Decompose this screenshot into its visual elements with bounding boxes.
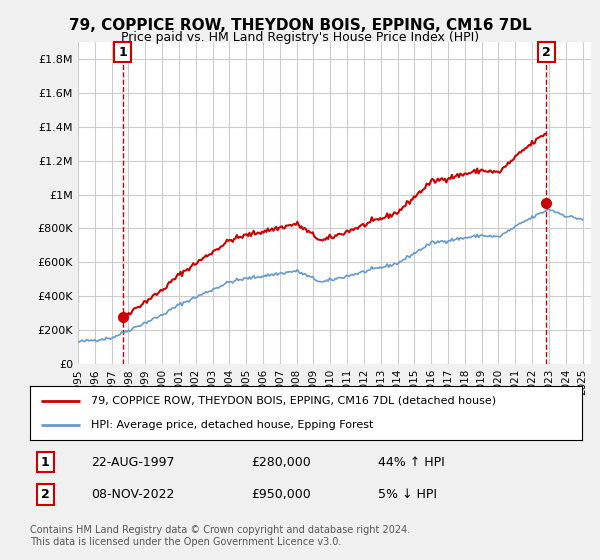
Text: 1: 1 (118, 46, 127, 59)
Text: 2: 2 (542, 46, 551, 59)
Text: HPI: Average price, detached house, Epping Forest: HPI: Average price, detached house, Eppi… (91, 420, 373, 430)
Text: 5% ↓ HPI: 5% ↓ HPI (378, 488, 437, 501)
Text: 44% ↑ HPI: 44% ↑ HPI (378, 456, 445, 469)
Text: Contains HM Land Registry data © Crown copyright and database right 2024.
This d: Contains HM Land Registry data © Crown c… (30, 525, 410, 547)
Text: 79, COPPICE ROW, THEYDON BOIS, EPPING, CM16 7DL: 79, COPPICE ROW, THEYDON BOIS, EPPING, C… (68, 18, 532, 34)
Text: 2: 2 (41, 488, 50, 501)
Text: 08-NOV-2022: 08-NOV-2022 (91, 488, 174, 501)
Text: 22-AUG-1997: 22-AUG-1997 (91, 456, 174, 469)
Text: Price paid vs. HM Land Registry's House Price Index (HPI): Price paid vs. HM Land Registry's House … (121, 31, 479, 44)
Text: 1: 1 (41, 456, 50, 469)
Text: £280,000: £280,000 (251, 456, 311, 469)
Text: 79, COPPICE ROW, THEYDON BOIS, EPPING, CM16 7DL (detached house): 79, COPPICE ROW, THEYDON BOIS, EPPING, C… (91, 396, 496, 406)
Text: £950,000: £950,000 (251, 488, 311, 501)
